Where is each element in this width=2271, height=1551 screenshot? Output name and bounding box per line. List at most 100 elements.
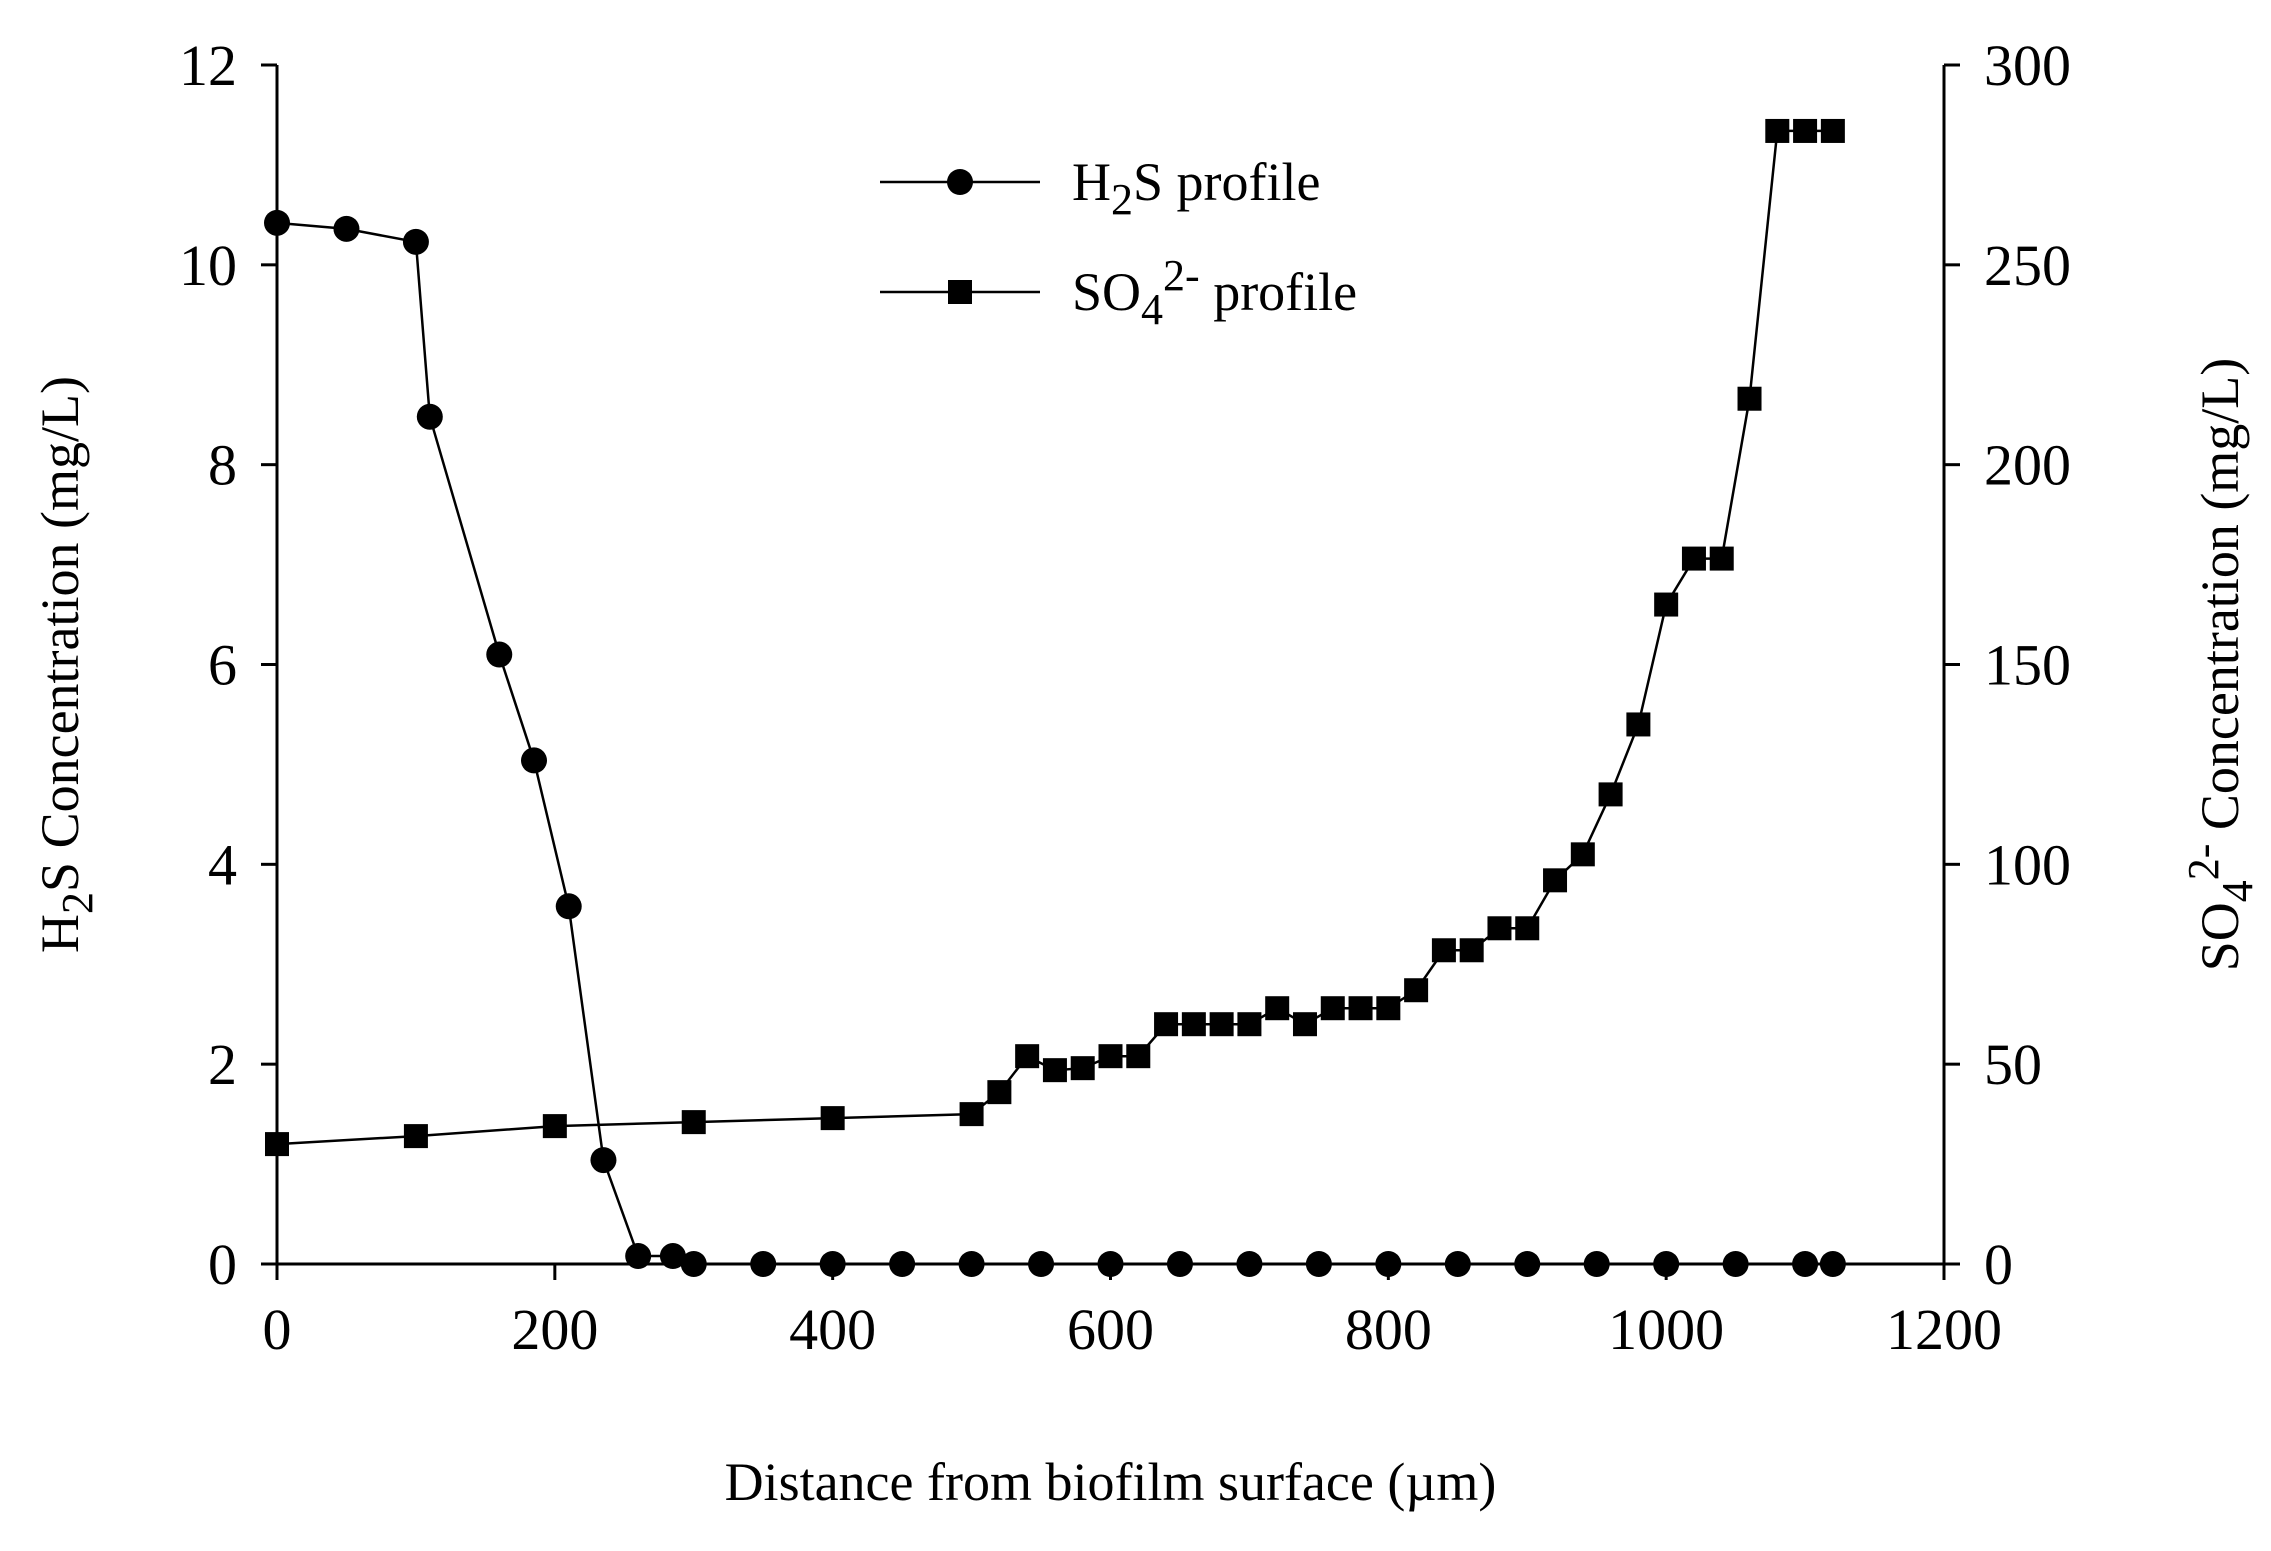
data-point-square xyxy=(1737,386,1762,411)
right-y-axis-title: SO42- Concentration (mg/L) xyxy=(2179,358,2262,972)
data-point-square xyxy=(1709,546,1734,571)
data-point-square xyxy=(1654,592,1679,617)
data-point-square xyxy=(1154,1012,1179,1037)
data-point-square xyxy=(1820,118,1845,143)
left-y-tick-label: 0 xyxy=(208,1232,237,1297)
legend-entry-2: SO42- profile xyxy=(880,251,1357,334)
left-y-tick-label: 12 xyxy=(179,33,237,98)
data-point-square xyxy=(1515,916,1540,941)
label-superscript: 2- xyxy=(1163,251,1200,300)
label-subscript: 2 xyxy=(1111,175,1133,224)
data-point-circle xyxy=(1305,1251,1332,1277)
data-point-square xyxy=(959,1102,984,1127)
data-point-square xyxy=(1237,1012,1262,1037)
series-line xyxy=(276,129,1833,1146)
data-point-circle xyxy=(889,1251,916,1277)
x-tick-label: 1000 xyxy=(1608,1297,1724,1362)
data-point-square xyxy=(1404,978,1429,1003)
data-point-square xyxy=(987,1080,1012,1105)
data-point-circle xyxy=(264,209,290,236)
data-point-circle xyxy=(1236,1251,1263,1277)
data-point-square xyxy=(1015,1044,1040,1069)
data-point-circle xyxy=(1028,1251,1055,1277)
legend-label: H2S profile xyxy=(1072,152,1320,224)
label-part: H xyxy=(30,914,90,953)
x-tick-label: 800 xyxy=(1345,1297,1432,1362)
data-point-square xyxy=(1348,996,1373,1021)
data-point-circle xyxy=(1166,1251,1193,1277)
legend-marker-circle xyxy=(947,169,973,195)
data-point-circle xyxy=(1792,1251,1819,1277)
label-part: profile xyxy=(1200,262,1357,322)
right-y-tick-label: 250 xyxy=(1984,233,2071,298)
data-point-circle xyxy=(750,1251,777,1277)
data-point-square xyxy=(265,1132,289,1157)
data-point-square xyxy=(1598,782,1623,807)
legend-label: SO42- profile xyxy=(1072,251,1357,334)
x-tick-label: 0 xyxy=(263,1297,292,1362)
data-point-square xyxy=(1098,1044,1123,1069)
x-tick-label: 1200 xyxy=(1886,1297,2002,1362)
label-part: SO xyxy=(2190,902,2250,971)
left-y-tick-label: 10 xyxy=(179,233,237,298)
data-point-square xyxy=(542,1114,567,1139)
right-y-tick-label: 100 xyxy=(1984,832,2071,897)
data-point-circle xyxy=(1444,1251,1471,1277)
data-point-square xyxy=(1543,868,1568,893)
data-point-circle xyxy=(680,1251,707,1277)
label-part: Concentration (mg/L) xyxy=(2190,358,2250,844)
label-part: S Concentration (mg/L) xyxy=(30,376,90,892)
data-point-square xyxy=(1181,1012,1206,1037)
data-point-square xyxy=(1126,1044,1151,1069)
data-point-circle xyxy=(819,1251,846,1277)
left-y-tick-label: 6 xyxy=(208,633,237,698)
data-point-circle xyxy=(625,1243,652,1270)
data-point-circle xyxy=(958,1251,985,1277)
x-tick-label: 400 xyxy=(789,1297,876,1362)
data-point-square xyxy=(1042,1058,1067,1083)
right-y-tick-label: 300 xyxy=(1984,33,2071,98)
data-point-circle xyxy=(1097,1251,1124,1277)
data-point-circle xyxy=(520,747,547,774)
data-point-circle xyxy=(1819,1251,1846,1277)
data-point-circle xyxy=(333,215,360,242)
right-y-tick-label: 0 xyxy=(1984,1232,2013,1297)
data-point-square xyxy=(1459,938,1484,963)
data-point-square xyxy=(1209,1012,1234,1037)
data-point-circle xyxy=(590,1147,617,1174)
data-point-square xyxy=(1376,996,1401,1021)
left-y-tick-label: 4 xyxy=(208,832,237,897)
x-axis-title: Distance from biofilm surface (µm) xyxy=(725,1452,1497,1512)
label-subscript: 2 xyxy=(53,892,102,914)
data-point-circle xyxy=(402,228,429,255)
label-subscript: 4 xyxy=(1141,285,1163,334)
right-y-tick-label: 50 xyxy=(1984,1032,2042,1097)
data-point-square xyxy=(1265,996,1290,1021)
label-part: H xyxy=(1072,152,1111,212)
data-point-square xyxy=(1292,1012,1317,1037)
data-point-square xyxy=(1570,842,1595,867)
data-point-square xyxy=(1626,712,1651,737)
data-point-circle xyxy=(1653,1251,1680,1277)
data-point-circle xyxy=(1514,1251,1541,1277)
data-point-circle xyxy=(659,1243,686,1270)
data-point-circle xyxy=(486,641,513,668)
data-point-square xyxy=(1070,1056,1095,1081)
label-superscript: 2- xyxy=(2179,844,2228,881)
legend-entry-1: H2S profile xyxy=(880,152,1320,224)
right-y-tick-label: 150 xyxy=(1984,633,2071,698)
x-tick-label: 600 xyxy=(1067,1297,1154,1362)
x-tick-label: 200 xyxy=(511,1297,598,1362)
data-point-circle xyxy=(555,893,582,920)
data-point-square xyxy=(1681,546,1706,571)
data-point-square xyxy=(403,1124,428,1149)
label-subscript: 4 xyxy=(2213,880,2262,902)
data-point-circle xyxy=(1583,1251,1610,1277)
left-y-axis-title: H2S Concentration (mg/L) xyxy=(30,376,102,953)
series-line xyxy=(276,221,1833,1266)
data-point-square xyxy=(1487,916,1512,941)
left-y-tick-label: 8 xyxy=(208,433,237,498)
data-point-square xyxy=(1320,996,1345,1021)
data-point-circle xyxy=(1375,1251,1402,1277)
legend-marker-square xyxy=(948,280,972,304)
